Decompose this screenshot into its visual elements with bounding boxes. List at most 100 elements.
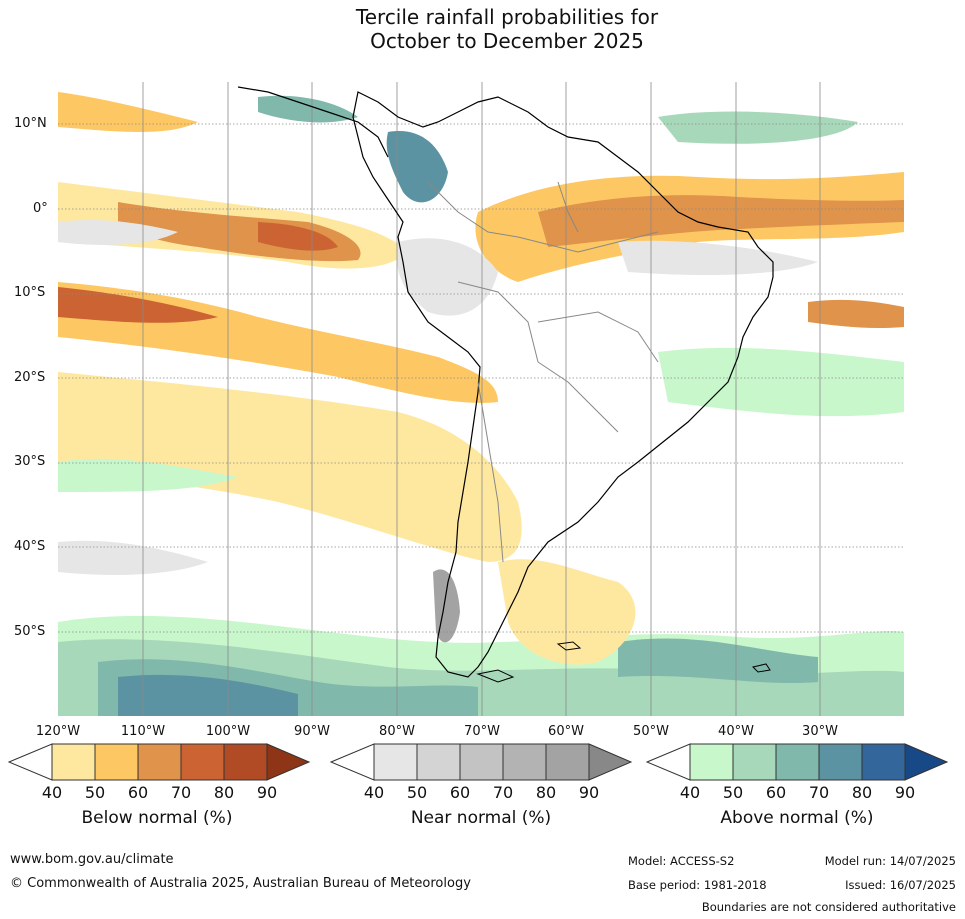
model-run-date: Model run: 14/07/2025 — [824, 854, 956, 868]
below-normal-northwest-corner — [58, 92, 198, 132]
below-tick-70: 70 — [170, 783, 192, 802]
colorbar-near-bin-3 — [459, 743, 504, 781]
south-georgia — [752, 663, 771, 673]
colorbar-near-normal — [330, 743, 632, 781]
below-normal-equatorial-pacific-peak — [258, 222, 338, 251]
above-normal-atlantic-north — [658, 111, 858, 144]
colorbar-above-normal — [646, 743, 948, 781]
near-normal-amazon — [396, 238, 498, 316]
lon-label-80w: 80°W — [379, 724, 415, 739]
lon-label-50w: 50°W — [633, 724, 669, 739]
below-tick-50: 50 — [84, 783, 106, 802]
above-normal-title: Above normal (%) — [720, 808, 874, 828]
near-tick-60: 60 — [449, 783, 471, 802]
colorbar-above-bin-4 — [818, 743, 863, 781]
colorbar-below-bin-1 — [51, 743, 96, 781]
colorbar-above-bin-2 — [732, 743, 777, 781]
above-normal-colombia — [386, 131, 448, 203]
boundaries-disclaimer: Boundaries are not considered authoritat… — [701, 900, 956, 914]
colorbar-above-bin-3 — [775, 743, 820, 781]
above-tick-40: 40 — [679, 783, 701, 802]
colorbar-below-lower-arrow — [8, 743, 53, 781]
near-normal-pacific-west — [58, 220, 178, 245]
lon-label-40w: 40°W — [718, 724, 754, 739]
map-title: Tercile rainfall probabilities for Octob… — [0, 5, 965, 53]
falkland-islands — [556, 641, 582, 651]
issued-date: Issued: 16/07/2025 — [845, 878, 956, 892]
colorbar-below-bin-4 — [180, 743, 225, 781]
below-tick-90: 90 — [256, 783, 278, 802]
lat-label-10n: 10°N — [14, 116, 47, 131]
colorbar-near-bin-1 — [373, 743, 418, 781]
near-tick-40: 40 — [363, 783, 385, 802]
below-tick-40: 40 — [41, 783, 63, 802]
map-gridlines — [58, 82, 904, 716]
colorbar-below-upper-arrow — [266, 743, 310, 781]
above-tick-80: 80 — [851, 783, 873, 802]
colorbar-below-normal — [8, 743, 310, 781]
lat-label-20s: 20°S — [14, 370, 46, 385]
country-borders — [427, 181, 659, 563]
lon-label-70w: 70°W — [464, 724, 500, 739]
above-tick-90: 90 — [894, 783, 916, 802]
near-tick-50: 50 — [406, 783, 428, 802]
above-normal-atlantic-mid — [658, 347, 904, 417]
above-tick-70: 70 — [808, 783, 830, 802]
above-normal-south-darker — [118, 674, 298, 716]
above-normal-southeast — [618, 638, 818, 684]
colorbar-near-bin-2 — [416, 743, 461, 781]
base-period: Base period: 1981-2018 — [628, 878, 767, 892]
below-normal-north-brazil-core — [538, 195, 904, 247]
title-line-2: October to December 2025 — [370, 29, 644, 53]
colorbar-above-upper-arrow — [904, 743, 948, 781]
lat-label-0: 0° — [33, 201, 48, 216]
website-link[interactable]: www.bom.gov.au/climate — [10, 852, 174, 867]
lat-label-10s: 10°S — [14, 285, 46, 300]
lat-label-30s: 30°S — [14, 454, 46, 469]
colorbar-near-bin-5 — [545, 743, 590, 781]
below-normal-patagonia — [498, 559, 636, 665]
below-normal-south-pacific-core — [58, 287, 218, 323]
colorbar-below-bin-2 — [94, 743, 139, 781]
lat-label-40s: 40°S — [14, 539, 46, 554]
colorbar-above-bin-1 — [689, 743, 734, 781]
lon-label-120w: 120°W — [35, 724, 81, 739]
near-tick-80: 80 — [535, 783, 557, 802]
below-normal-title: Below normal (%) — [81, 808, 233, 828]
colorbar-below-bin-3 — [137, 743, 182, 781]
near-normal-atlantic — [618, 240, 818, 275]
above-normal-pacific-mid — [58, 458, 238, 492]
map-canvas — [58, 82, 904, 716]
colorbar-near-upper-arrow — [588, 743, 632, 781]
above-normal-north-pacific — [258, 95, 358, 123]
near-normal-title: Near normal (%) — [410, 808, 552, 828]
central-america-coastline — [237, 86, 389, 158]
lat-label-50s: 50°S — [14, 624, 46, 639]
below-tick-80: 80 — [213, 783, 235, 802]
colorbar-above-lower-arrow — [646, 743, 691, 781]
tierra-del-fuego — [476, 669, 515, 683]
title-line-1: Tercile rainfall probabilities for — [355, 5, 659, 29]
model-name: Model: ACCESS-S2 — [628, 854, 735, 868]
colorbar-below-bin-5 — [223, 743, 268, 781]
copyright-notice: © Commonwealth of Australia 2025, Austra… — [10, 876, 471, 891]
forecast-map — [58, 82, 904, 716]
colorbar-near-lower-arrow — [330, 743, 375, 781]
near-normal-southwest — [58, 540, 208, 575]
above-tick-50: 50 — [722, 783, 744, 802]
above-tick-60: 60 — [765, 783, 787, 802]
below-normal-southeast-atlantic — [808, 299, 904, 329]
near-tick-90: 90 — [578, 783, 600, 802]
near-normal-chile-south — [433, 569, 460, 643]
colorbar-near-bin-4 — [502, 743, 547, 781]
south-america-coastline — [352, 91, 774, 678]
lon-label-100w: 100°W — [205, 724, 251, 739]
near-tick-70: 70 — [492, 783, 514, 802]
colorbar-above-bin-5 — [861, 743, 906, 781]
below-tick-60: 60 — [127, 783, 149, 802]
below-normal-mid-pacific — [58, 372, 522, 562]
lon-label-60w: 60°W — [548, 724, 584, 739]
lon-label-30w: 30°W — [802, 724, 838, 739]
lon-label-110w: 110°W — [120, 724, 166, 739]
lon-label-90w: 90°W — [294, 724, 330, 739]
